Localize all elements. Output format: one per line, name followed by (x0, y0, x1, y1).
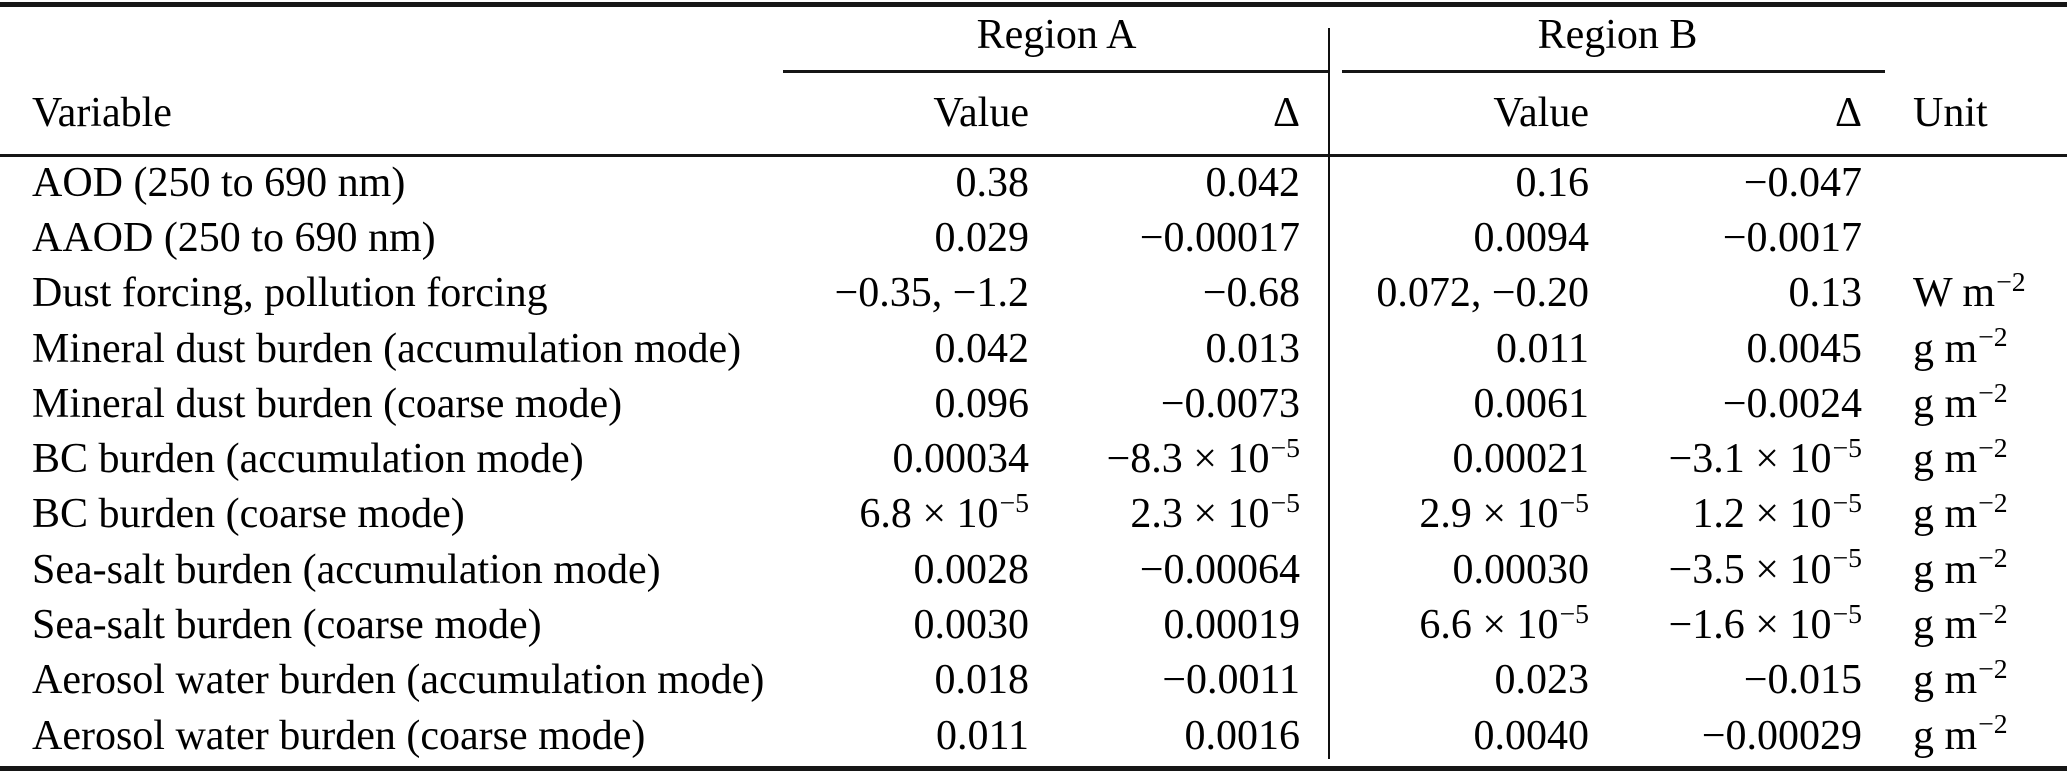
cell-region-b-delta: −0.00029 (1701, 712, 1862, 759)
cell-unit: g m−2 (1913, 653, 2008, 704)
region-a-value-column-header: Value (933, 89, 1029, 136)
cell-region-b-value: 2.9 × 10−5 (1419, 487, 1589, 538)
cell-variable: Aerosol water burden (accumulation mode) (32, 657, 765, 704)
table-bottom-rule (0, 766, 2067, 771)
cell-unit: W m−2 (1913, 266, 2026, 317)
region-b-value-column-header: Value (1493, 89, 1589, 136)
table-row: Mineral dust burden (accumulation mode) … (0, 321, 2067, 376)
cell-region-b-delta: −1.6 × 10−5 (1668, 597, 1862, 649)
cell-region-b-value: 0.011 (1496, 325, 1589, 372)
cell-region-a-delta: 0.0016 (1184, 712, 1301, 759)
cell-unit: g m−2 (1913, 597, 2008, 649)
table-top-rule (0, 2, 2067, 7)
cell-region-a-delta: −0.00017 (1139, 214, 1300, 261)
cell-variable: BC burden (coarse mode) (32, 491, 465, 538)
cell-region-b-value: 0.0094 (1473, 214, 1590, 261)
cell-region-b-delta: −0.0024 (1722, 380, 1862, 427)
table-row: AAOD (250 to 690 nm) 0.029 −0.00017 0.00… (0, 210, 2067, 265)
cell-region-b-delta: 0.13 (1788, 270, 1863, 317)
cell-region-a-value: 0.0030 (913, 602, 1030, 649)
region-a-header: Region A (976, 12, 1137, 58)
cell-variable: Sea-salt burden (accumulation mode) (32, 546, 661, 593)
cell-unit: g m−2 (1913, 376, 2008, 427)
cell-region-a-delta: 0.042 (1205, 159, 1301, 206)
cell-unit (1875, 210, 2067, 265)
cell-region-b-value: 0.16 (1515, 159, 1590, 206)
cell-region-a-delta: −0.68 (1202, 270, 1300, 317)
cell-variable: BC burden (accumulation mode) (32, 436, 584, 483)
cell-region-a-delta: 0.013 (1205, 325, 1301, 372)
cell-region-a-delta: 0.00019 (1163, 602, 1301, 649)
cell-unit (1875, 155, 2067, 210)
column-group-row: Region A Region B (0, 0, 2067, 70)
variable-column-header: Variable (32, 89, 172, 136)
cell-region-a-value: 0.029 (934, 214, 1030, 261)
cell-region-b-value: 0.023 (1494, 657, 1590, 704)
region-a-underline (783, 70, 1330, 73)
region-b-underline (1342, 70, 1885, 73)
cell-region-a-value: 0.38 (955, 159, 1030, 206)
cell-region-b-delta: −3.5 × 10−5 (1668, 542, 1862, 593)
cell-unit: g m−2 (1913, 487, 2008, 538)
cell-region-b-value: 0.0061 (1473, 380, 1590, 427)
cell-region-b-value: 0.00030 (1452, 546, 1590, 593)
cell-region-a-value: 6.8 × 10−5 (859, 487, 1029, 538)
cell-region-b-delta: −0.047 (1743, 159, 1862, 206)
cell-variable: Sea-salt burden (coarse mode) (32, 602, 542, 649)
cell-region-a-value: 0.096 (934, 380, 1030, 427)
table-row: Sea-salt burden (accumulation mode) 0.00… (0, 542, 2067, 597)
cell-variable: Mineral dust burden (accumulation mode) (32, 325, 742, 372)
cell-unit: g m−2 (1913, 542, 2008, 593)
cell-unit: g m−2 (1913, 708, 2008, 759)
cell-region-a-delta: −0.00064 (1139, 546, 1300, 593)
cell-region-a-value: 0.011 (936, 712, 1029, 759)
unit-column-header: Unit (1913, 89, 1988, 136)
cell-region-a-value: 0.0028 (913, 546, 1030, 593)
column-header-row: Variable Value Δ Value Δ Unit (0, 70, 2067, 155)
cell-region-b-delta: 0.0045 (1746, 325, 1863, 372)
cell-region-b-delta: 1.2 × 10−5 (1692, 487, 1862, 538)
region-b-header: Region B (1537, 12, 1698, 58)
table-row: Mineral dust burden (coarse mode) 0.096 … (0, 376, 2067, 431)
cell-region-a-delta: −0.0073 (1160, 380, 1300, 427)
header-rule (0, 154, 2067, 157)
cell-region-a-value: 0.018 (934, 657, 1030, 704)
table-row: Sea-salt burden (coarse mode) 0.0030 0.0… (0, 597, 2067, 652)
group-row-spacer-right (1875, 0, 2067, 70)
table-row: Aerosol water burden (accumulation mode)… (0, 653, 2067, 708)
table-row: BC burden (coarse mode) 6.8 × 10−5 2.3 ×… (0, 487, 2067, 542)
cell-variable: Mineral dust burden (coarse mode) (32, 380, 623, 427)
cell-variable: AAOD (250 to 690 nm) (32, 214, 436, 261)
table-row: Dust forcing, pollution forcing −0.35, −… (0, 266, 2067, 321)
cell-variable: AOD (250 to 690 nm) (32, 159, 406, 206)
cell-region-a-value: −0.35, −1.2 (834, 270, 1029, 317)
region-b-delta-column-header: Δ (1834, 89, 1862, 136)
cell-region-b-value: 0.00021 (1452, 436, 1590, 483)
table-row: BC burden (accumulation mode) 0.00034 −8… (0, 431, 2067, 486)
cell-region-a-value: 0.00034 (892, 436, 1030, 483)
cell-region-b-delta: −0.015 (1743, 657, 1862, 704)
cell-variable: Aerosol water burden (coarse mode) (32, 712, 646, 759)
cell-region-a-value: 0.042 (934, 325, 1030, 372)
cell-unit: g m−2 (1913, 431, 2008, 483)
cell-region-b-value: 6.6 × 10−5 (1419, 597, 1589, 649)
cell-unit: g m−2 (1913, 321, 2008, 372)
region-column-divider (1328, 28, 1330, 759)
group-row-spacer-left (0, 0, 783, 70)
cell-region-a-delta: −8.3 × 10−5 (1106, 431, 1300, 483)
cell-region-b-value: 0.0040 (1473, 712, 1590, 759)
cell-region-b-value: 0.072, −0.20 (1376, 270, 1589, 317)
cell-region-b-delta: −0.0017 (1722, 214, 1862, 261)
cell-variable: Dust forcing, pollution forcing (32, 270, 548, 317)
table-row: Aerosol water burden (coarse mode) 0.011… (0, 708, 2067, 763)
cell-region-a-delta: 2.3 × 10−5 (1130, 487, 1300, 538)
table-body: AOD (250 to 690 nm) 0.38 0.042 0.16 −0.0… (0, 155, 2067, 763)
cell-region-b-delta: −3.1 × 10−5 (1668, 431, 1862, 483)
cell-region-a-delta: −0.0011 (1162, 657, 1300, 704)
results-table: Region A Region B Variable Value Δ Value… (0, 0, 2067, 763)
region-a-delta-column-header: Δ (1272, 89, 1300, 136)
table-row: AOD (250 to 690 nm) 0.38 0.042 0.16 −0.0… (0, 155, 2067, 210)
